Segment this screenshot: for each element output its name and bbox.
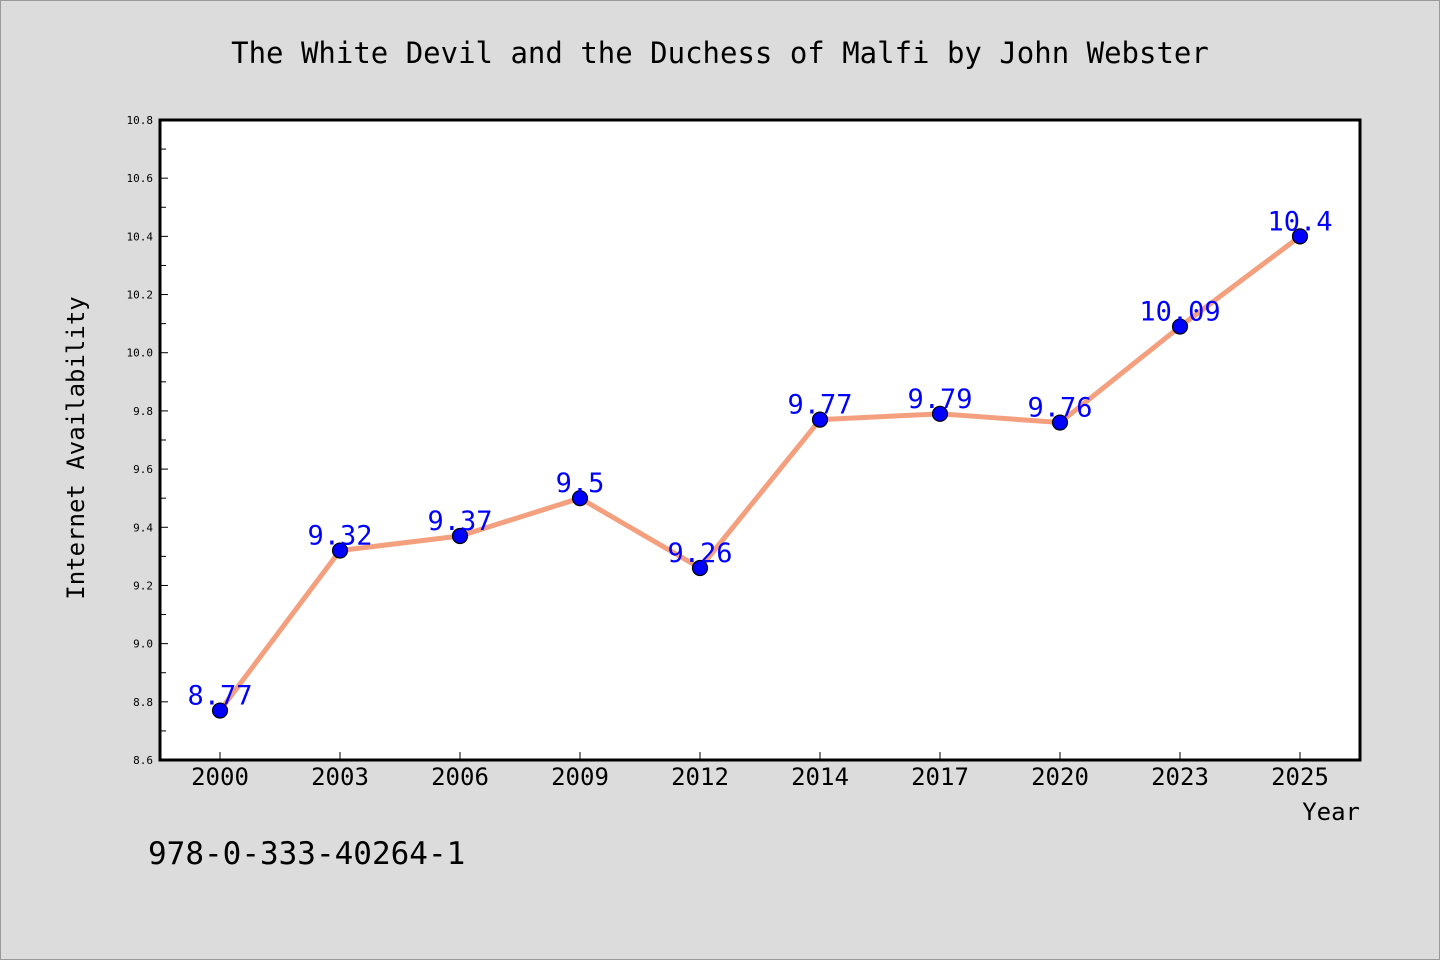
data-label: 9.79: [907, 384, 972, 415]
x-axis: 2000 2003 2006 2009 2012 2014 2017 2020 2023 2025: [191, 752, 1329, 791]
data-point: [451, 527, 469, 545]
data-point: [1051, 414, 1069, 431]
y-tick-label: 10.6: [127, 172, 154, 185]
y-axis: 8.6 8.8 9.0 9.2 9.4 9.6 9.8 10.0 10.2 10.4 10.6 10.…: [127, 114, 168, 767]
x-tick-label: 2020: [1031, 763, 1089, 791]
plot-area: [158, 118, 1362, 762]
data-point: [691, 559, 709, 577]
data-markers: [211, 228, 1309, 719]
series-line: [218, 234, 1302, 713]
data-labels: 8.77 9.32 9.37 9.5 9.26 9.77 9.79 9.76 10.09 10.4: [187, 206, 1332, 711]
y-tick-label: 10.2: [127, 289, 154, 302]
x-tick-label: 2003: [311, 763, 369, 791]
y-tick-label: 9.6: [133, 463, 153, 476]
data-point: [811, 411, 829, 428]
x-tick-label: 2017: [911, 763, 969, 791]
data-point: [1171, 318, 1189, 335]
isbn-text: 978-0-333-40264-1: [148, 836, 465, 872]
y-tick-label: 8.8: [133, 696, 153, 709]
data-point: [1291, 228, 1309, 245]
data-point: [331, 542, 349, 559]
y-tick-label: 9.8: [133, 405, 153, 418]
y-tick-label: 9.2: [133, 579, 153, 592]
data-label: 8.77: [187, 681, 252, 712]
y-tick-label: 10.4: [127, 230, 154, 243]
x-tick-label: 2023: [1151, 763, 1209, 791]
x-tick-label: 2009: [551, 763, 609, 791]
chart-title: The White Devil and the Duchess of Malfi…: [231, 36, 1209, 70]
data-point: [931, 405, 949, 422]
y-axis-label: Internet Availability: [62, 296, 90, 599]
data-point: [211, 702, 229, 719]
y-tick-label: 10.8: [127, 114, 154, 127]
x-tick-label: 2014: [791, 763, 849, 791]
y-tick-label: 8.6: [133, 754, 153, 767]
y-tick-label: 9.4: [133, 521, 153, 534]
data-label: 9.26: [667, 538, 732, 569]
y-tick-label: 9.0: [133, 638, 153, 651]
data-label: 9.76: [1027, 393, 1092, 424]
data-point: [571, 490, 589, 507]
data-label: 9.5: [556, 468, 605, 499]
data-label: 10.09: [1139, 297, 1220, 328]
y-tick-label: 10.0: [127, 347, 154, 360]
data-label: 10.4: [1267, 206, 1332, 237]
data-label: 9.32: [307, 521, 372, 552]
data-label: 9.37: [427, 506, 492, 537]
x-axis-label: Year: [1302, 798, 1360, 826]
x-tick-label: 2000: [191, 763, 249, 791]
data-label: 9.77: [787, 390, 852, 421]
x-tick-label: 2006: [431, 763, 489, 791]
x-tick-label: 2025: [1271, 763, 1329, 791]
x-tick-label: 2012: [671, 763, 729, 791]
